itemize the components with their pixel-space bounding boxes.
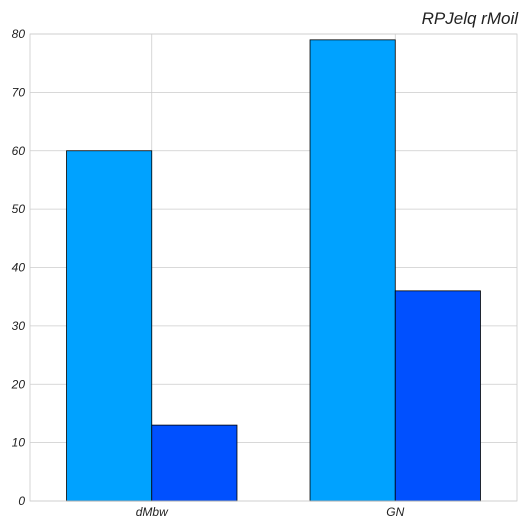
- y-tick-label: 0: [18, 494, 25, 508]
- x-tick-label: GN: [386, 505, 404, 519]
- y-tick-label: 40: [12, 261, 26, 275]
- x-tick-label: dMbw: [136, 505, 169, 519]
- y-tick-label: 60: [12, 144, 26, 158]
- y-tick-label: 20: [11, 377, 26, 391]
- y-tick-label: 70: [12, 85, 26, 99]
- bar-dMbw-series-2: [151, 424, 238, 502]
- plot-area-frame: [29, 33, 518, 502]
- bar-GN-series-2: [394, 290, 481, 502]
- chart-title: RPJelq rMoil: [422, 9, 520, 28]
- y-tick-label: 10: [12, 436, 26, 450]
- bar-dMbw-series-1: [66, 150, 153, 502]
- bars: [66, 39, 481, 502]
- y-tick-label: 80: [12, 27, 26, 41]
- x-axis-ticks: dMbw GN: [136, 505, 405, 519]
- y-axis-ticks: 0 10 20 30 40 50 60 70 80: [11, 27, 26, 508]
- bar-GN-series-1: [309, 39, 396, 502]
- y-tick-label: 30: [12, 319, 26, 333]
- y-tick-label: 50: [12, 202, 26, 216]
